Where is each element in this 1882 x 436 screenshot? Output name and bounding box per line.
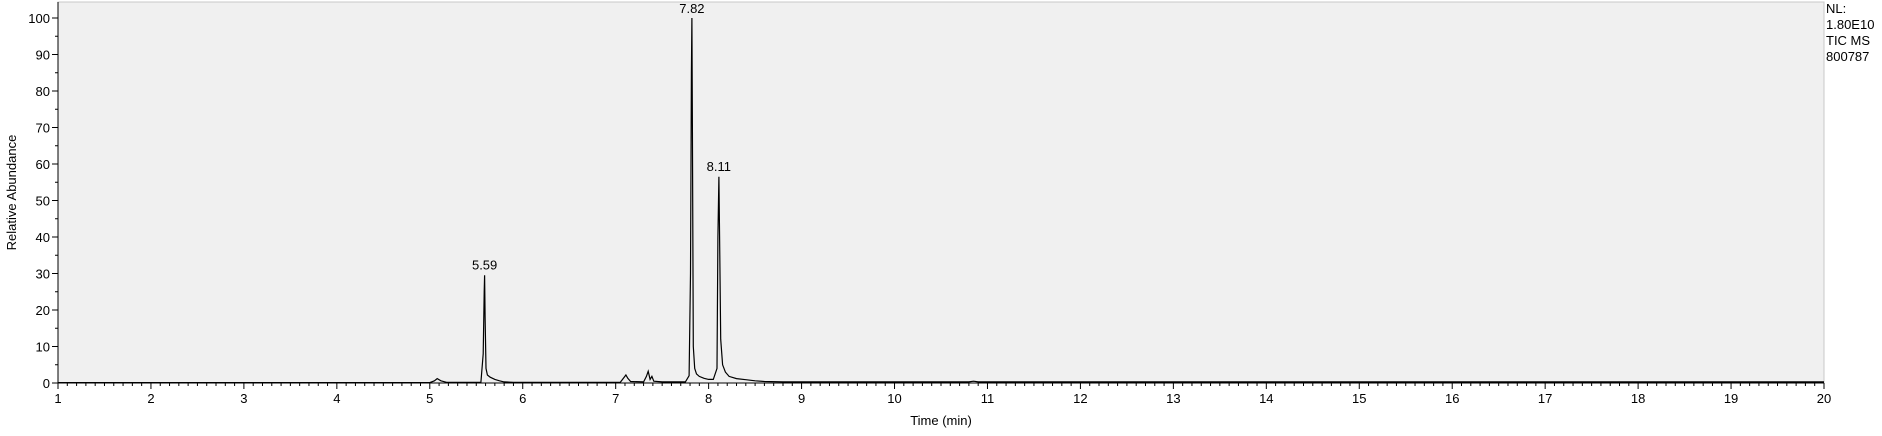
x-tick-label: 19	[1724, 391, 1738, 406]
x-axis-title: Time (min)	[910, 413, 972, 428]
tic-trace-line	[58, 17, 1824, 384]
x-tick-label: 15	[1352, 391, 1366, 406]
y-axis-title: Relative Abundance	[4, 135, 19, 251]
info-block: NL: 1.80E10 TIC MS 800787	[1826, 1, 1874, 64]
peak-label: 7.82	[679, 1, 704, 16]
x-tick-label: 5	[426, 391, 433, 406]
x-tick-label: 20	[1817, 391, 1831, 406]
y-tick-label: 70	[36, 121, 50, 136]
x-tick-label: 16	[1445, 391, 1459, 406]
x-tick-label: 4	[333, 391, 340, 406]
y-tick-label: 90	[36, 48, 50, 63]
y-tick-label: 60	[36, 157, 50, 172]
x-tick-label: 18	[1631, 391, 1645, 406]
x-tick-label: 14	[1259, 391, 1273, 406]
y-tick-label: 20	[36, 303, 50, 318]
y-tick-label: 40	[36, 230, 50, 245]
peak-labels: 5.59 7.82 8.11	[472, 1, 731, 272]
info-nl-value: 1.80E10	[1826, 17, 1874, 32]
x-tick-label: 17	[1538, 391, 1552, 406]
x-tick-label: 6	[519, 391, 526, 406]
info-scan-filter: TIC MS	[1826, 33, 1870, 48]
y-tick-label: 100	[28, 11, 50, 26]
y-tick-label: 10	[36, 340, 50, 355]
tick-labels: 1 2 3 4 5 6 7 8 9 10 11 12 13 14 15 16 17 18 19 20010203040…	[28, 11, 1831, 406]
x-tick-label: 1	[54, 391, 61, 406]
y-tick-label: 0	[43, 376, 50, 391]
x-tick-label: 11	[981, 391, 995, 406]
x-tick-label: 8	[705, 391, 712, 406]
y-tick-label: 30	[36, 267, 50, 282]
plot-background	[57, 1, 1825, 384]
y-tick-label: 50	[36, 194, 50, 209]
y-tick-label: 80	[36, 84, 50, 99]
x-tick-label: 10	[887, 391, 901, 406]
x-tick-label: 12	[1073, 391, 1087, 406]
x-tick-label: 13	[1166, 391, 1180, 406]
peak-label: 8.11	[707, 159, 731, 174]
x-tick-label: 7	[612, 391, 619, 406]
info-nl-label: NL:	[1826, 1, 1846, 16]
peak-label: 5.59	[472, 257, 497, 272]
info-file-id: 800787	[1826, 49, 1869, 64]
x-tick-label: 9	[798, 391, 805, 406]
x-tick-label: 3	[240, 391, 247, 406]
x-tick-label: 2	[147, 391, 154, 406]
